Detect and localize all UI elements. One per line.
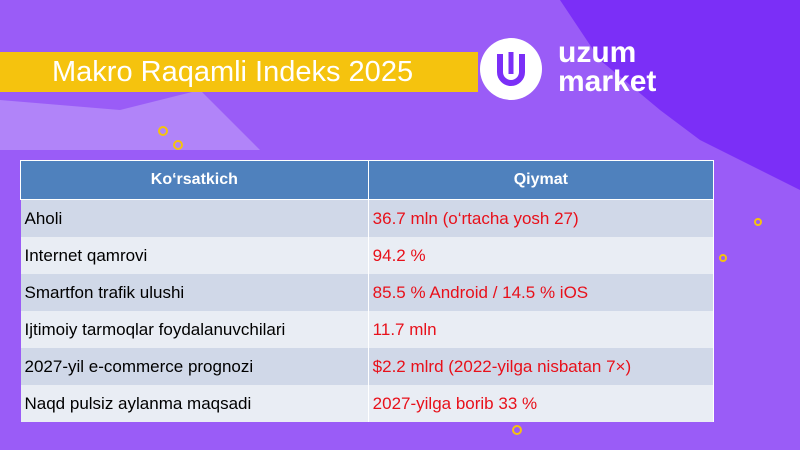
logo-line: market [558,65,657,98]
logo-text: uzum market [558,36,657,98]
table-row: Internet qamrovi 94.2 % [20,237,715,274]
table-row: Naqd pulsiz aylanma maqsadi 2027-yilga bo… [20,385,715,422]
table-row: 2027-yil e-commerce prognozi $2.2 mlrd (2… [20,348,715,385]
value-cell: 94.2 % [368,237,715,274]
label-cell: Smartfon trafik ulushi [20,274,369,311]
data-table: Ko‘rsatkich Qiymat Aholi 36.7 mln (o‘rtacha… [20,160,715,422]
label-cell: Internet qamrovi [20,237,369,274]
value-cell: 36.7 mln (o‘rtacha yosh 27) [368,199,715,237]
table-row: Aholi 36.7 mln (o‘rtacha yosh 27) [20,199,715,237]
value-cell: $2.2 mlrd (2022-yilga nisbatan 7×) [368,348,715,385]
label-cell: 2027-yil e-commerce prognozi [20,348,369,385]
label-cell: Aholi [20,199,369,237]
logo-icon [497,52,525,86]
column-header: Ko‘rsatkich [20,160,369,200]
table-row: Ijtimoiy tarmoqlar foydalanuvchilari 11.7… [20,311,715,348]
column-header: Qiymat [367,160,715,200]
title-bar [0,52,478,92]
value-cell: 85.5 % Android / 14.5 % iOS [368,274,715,311]
table-row: Smartfon trafik ulushi 85.5 % Android / 1… [20,274,715,311]
header-row: Ko‘rsatkich Qiymat [20,160,715,200]
value-cell: 11.7 mln [368,311,715,348]
value-cell: 2027-yilga borib 33 % [368,385,715,422]
title: Makro Raqamli Indeks 2025 [52,56,414,88]
label-cell: Ijtimoiy tarmoqlar foydalanuvchilari [20,311,369,348]
logo [480,38,542,100]
label-cell: Naqd pulsiz aylanma maqsadi [20,385,369,422]
logo-line: uzum [558,36,637,69]
